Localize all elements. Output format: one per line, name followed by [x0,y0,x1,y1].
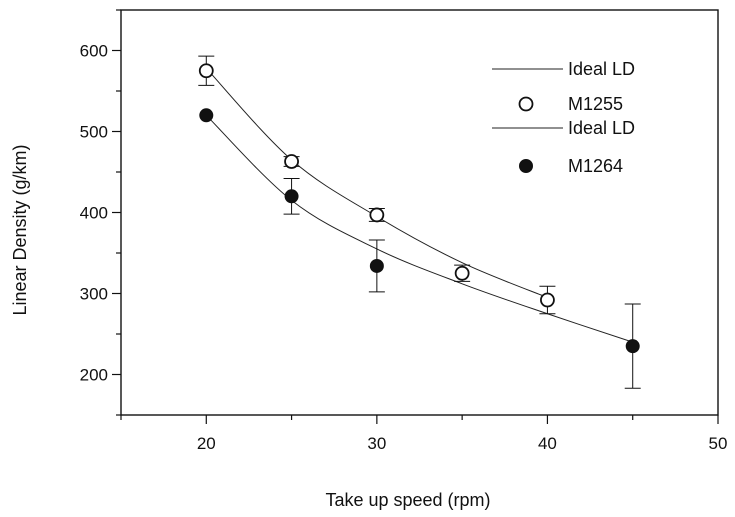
data-point-m1255 [284,154,299,169]
y-tick-label: 300 [80,285,108,304]
data-point-m1255 [198,63,214,79]
data-point-m1264 [199,108,214,123]
x-tick-label: 50 [709,434,728,453]
legend: Ideal LD M1255 Ideal LD M1264 [492,59,635,176]
x-tick-label: 20 [197,434,216,453]
legend-marker-4 [519,159,533,173]
data-point-m1264 [369,258,384,273]
legend-marker-2 [518,96,534,112]
y-tick-label: 200 [80,366,108,385]
data-point-m1255 [540,292,555,308]
data-points-layer [198,63,640,354]
data-point-m1255 [454,265,470,281]
data-point-m1255 [369,207,385,223]
legend-label-2: M1255 [568,94,623,114]
y-tick-label: 500 [80,123,108,142]
y-axis-title: Linear Density (g/km) [10,144,30,315]
fit-line-2 [205,114,633,343]
y-tick-label: 400 [80,204,108,223]
data-point-m1264 [625,339,640,354]
legend-label-3: Ideal LD [568,118,635,138]
legend-label-1: Ideal LD [568,59,635,79]
ticks-layer: 20 30 40 50 200 300 400 500 600 [80,9,728,453]
legend-label-4: M1264 [568,156,623,176]
data-point-m1264 [284,189,299,204]
x-tick-label: 40 [538,434,557,453]
y-tick-label: 600 [80,42,108,61]
x-tick-label: 30 [367,434,386,453]
x-axis-title: Take up speed (rpm) [325,490,490,510]
